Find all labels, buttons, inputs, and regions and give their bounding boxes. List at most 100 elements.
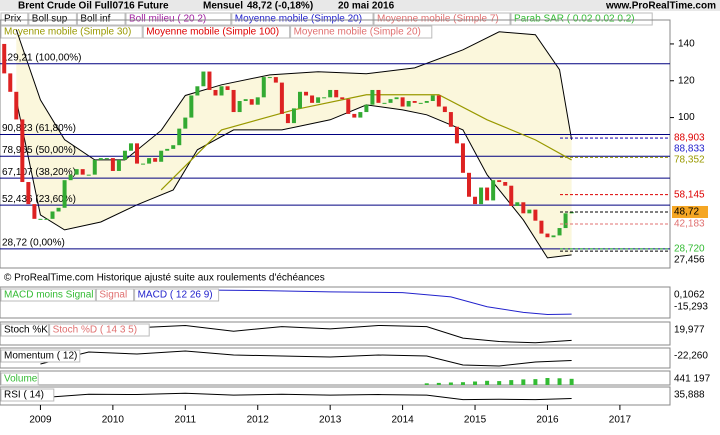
candle (237, 101, 242, 113)
bollinger-upper (15, 29, 573, 161)
candle (491, 180, 496, 201)
price-panel (0, 19, 671, 269)
site: www.ProRealTime.com (605, 1, 716, 12)
candle (304, 91, 309, 96)
title: Brent Crude Oil Full0716 Future (18, 1, 169, 12)
candle (171, 145, 176, 149)
candle (497, 180, 502, 183)
candle (261, 77, 266, 98)
indicator-panel (0, 321, 671, 346)
candle (255, 97, 260, 105)
indicator-panel (0, 286, 671, 319)
legend-item (76, 12, 126, 26)
indicator-panel (0, 370, 671, 386)
candle (454, 126, 459, 144)
panel-value: 0,1062 (674, 290, 705, 301)
candle (436, 95, 441, 107)
volume-bar (521, 379, 526, 385)
candle (98, 158, 103, 160)
moving-average (160, 94, 572, 191)
candle (467, 172, 471, 197)
candle (388, 99, 393, 103)
legend-item (510, 12, 653, 26)
candle (50, 211, 55, 219)
candle (189, 95, 194, 118)
candle (135, 143, 140, 164)
candle (569, 211, 574, 214)
candle (539, 220, 544, 234)
candle (352, 113, 357, 118)
panel-legend (0, 372, 39, 386)
legend-item (0, 12, 29, 26)
indicator-panel (0, 347, 671, 369)
fib-label: 52,436 (23,60%) (2, 194, 76, 205)
candle (195, 86, 200, 96)
candle (38, 218, 43, 220)
panel-label: Momentum ( 12) (4, 351, 77, 362)
right-label: 88,833 (674, 144, 705, 155)
bollinger-area (16, 29, 572, 258)
x-tick-label: 2015 (464, 415, 487, 426)
x-tick-label: 2009 (29, 415, 52, 426)
legend-item (0, 25, 143, 39)
y-tick-label: 100 (678, 112, 695, 123)
candle (177, 128, 182, 146)
panel-legend (0, 288, 96, 302)
legend-label: Moyenne mobile (Simple 20) (294, 27, 421, 38)
indicator-panel (0, 386, 671, 406)
legend-label: Moyenne mobile (Simple 7) (377, 14, 499, 25)
candle (147, 158, 152, 164)
candle (473, 196, 478, 205)
candle (316, 97, 321, 103)
candle (122, 150, 127, 160)
candle (201, 71, 206, 87)
volume-bar (569, 378, 574, 385)
candle (285, 113, 290, 124)
volume-bar (485, 380, 490, 385)
legend-item (125, 12, 232, 26)
candle (92, 159, 97, 175)
x-tick-label: 2017 (609, 415, 632, 426)
candle (551, 235, 556, 238)
y-tick-label: 120 (678, 75, 695, 86)
legend-label: Boll inf (80, 14, 110, 25)
volume-bar (533, 379, 538, 385)
y-tick-label: 140 (678, 39, 695, 50)
candle (14, 91, 19, 120)
x-tick-label: 2010 (102, 415, 125, 426)
candle (104, 158, 109, 160)
candle (394, 97, 399, 100)
volume-bar (509, 380, 514, 385)
candle (20, 119, 25, 183)
right-label: 42,183 (674, 219, 705, 230)
candle (86, 174, 91, 176)
candle (485, 187, 490, 201)
volume-bar (448, 382, 453, 385)
legend-label: Moyenne mobile (Simple 100) (146, 27, 279, 38)
legend-label: Parab SAR ( 0.02 0.02 0.2) (514, 14, 635, 25)
candle (128, 143, 133, 151)
candle (310, 95, 315, 103)
fib-label: 78,965 (50,00%) (2, 145, 76, 156)
candle (297, 91, 302, 109)
volume-bar (460, 382, 465, 385)
panel-legend (0, 349, 81, 363)
legend-item (290, 25, 433, 39)
volume-bar (436, 382, 441, 385)
legend-item (231, 12, 374, 26)
candle (346, 99, 351, 114)
date: 20 mai 2016 (338, 1, 395, 12)
candle (412, 101, 417, 103)
legend-item (373, 12, 511, 26)
candle (322, 97, 327, 99)
panel-legend (49, 323, 150, 337)
quote: 48,72 (-0,18%) (247, 1, 313, 12)
candle (225, 86, 230, 90)
note: © ProRealTime.com Historique ajusté suit… (4, 273, 325, 284)
candle (273, 77, 278, 83)
indicator-line (40, 392, 572, 401)
candle (376, 89, 381, 103)
candle (328, 89, 333, 98)
candle (183, 117, 188, 129)
